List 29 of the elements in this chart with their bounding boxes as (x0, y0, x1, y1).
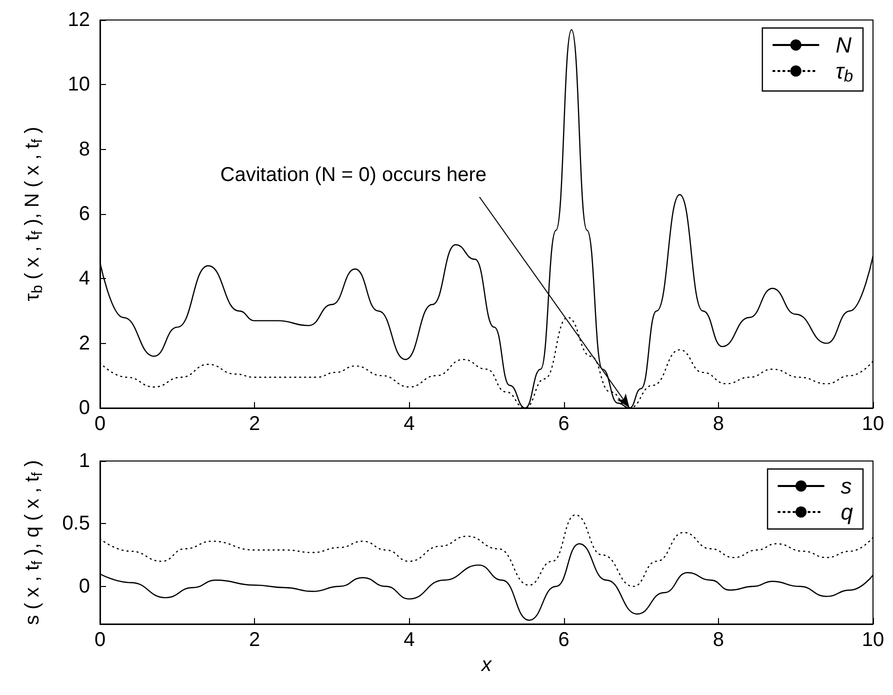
x-tick-label: 2 (249, 629, 260, 651)
legend-label: N (836, 32, 852, 58)
y-tick-label: 2 (78, 332, 90, 354)
y-axis-title: s ( x , tf ), q ( x , tf ) (22, 460, 46, 625)
y-tick-label: 4 (78, 268, 90, 290)
legend-label: s (840, 474, 852, 498)
y-tick-label: 0 (78, 575, 90, 598)
y-tick-label: 6 (78, 203, 90, 225)
x-tick-label: 6 (558, 413, 570, 435)
x-tick-label: 8 (712, 413, 724, 435)
y-tick-label: 0 (78, 397, 90, 419)
x-tick-label: 10 (862, 413, 884, 435)
annotation: Cavitation (N = 0) occurs here (220, 164, 487, 186)
y-tick-label: 12 (68, 9, 90, 31)
x-tick-label: 4 (404, 413, 415, 435)
y-tick-label: 10 (68, 74, 90, 96)
y-axis-title: τb ( x , tf ), N ( x , tf ) (22, 126, 46, 302)
legend-label: q (840, 500, 854, 524)
x-tick-label: 4 (404, 629, 415, 651)
x-tick-label: 0 (94, 629, 106, 651)
y-tick-label: 0.5 (62, 512, 90, 535)
y-tick-label: 8 (78, 138, 90, 160)
x-tick-label: 2 (249, 413, 260, 435)
x-tick-label: 0 (94, 413, 106, 435)
x-tick-label: 10 (862, 629, 884, 651)
y-tick-label: 1 (78, 450, 90, 472)
x-tick-label: 8 (712, 629, 724, 651)
x-axis-title: x (480, 654, 492, 676)
x-tick-label: 6 (558, 629, 570, 651)
